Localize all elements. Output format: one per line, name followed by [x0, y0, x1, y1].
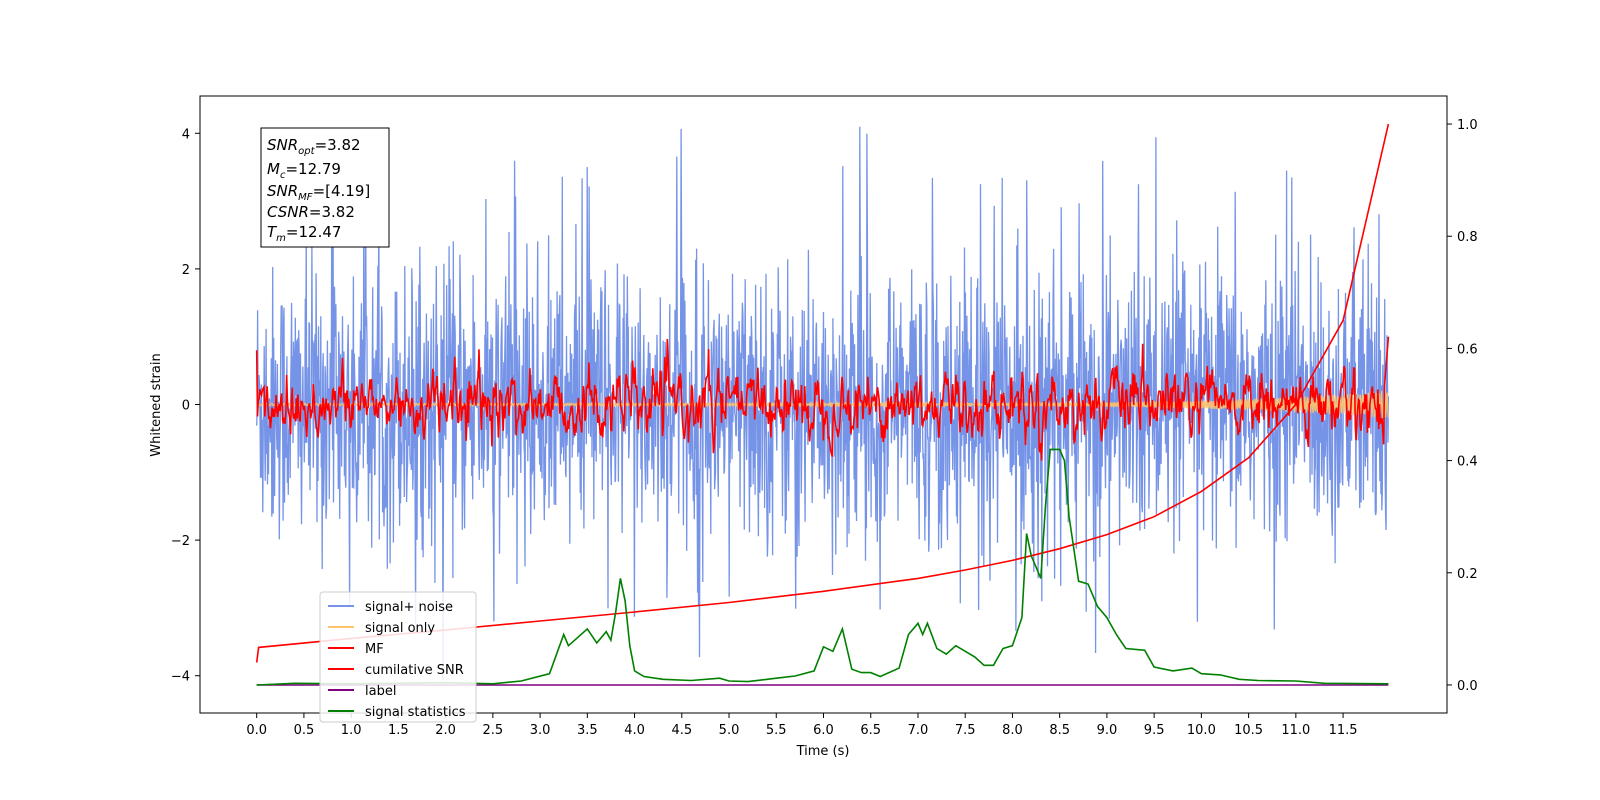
x-tick-label: 4.5	[671, 723, 692, 738]
stats-snr-opt: =3.82	[315, 136, 361, 154]
series-mf	[255, 336, 1390, 461]
x-tick-label: 10.5	[1234, 723, 1263, 738]
x-tick-label: 0.0	[246, 723, 267, 738]
y2-tick-label: 0.6	[1457, 342, 1478, 357]
x-tick-label: 6.0	[813, 723, 834, 738]
series-signal-statistics	[256, 448, 1389, 686]
legend-label: MF	[365, 642, 384, 657]
x-tick-label: 6.5	[860, 723, 881, 738]
x-tick-label: 9.0	[1097, 723, 1118, 738]
y-tick-label: 0	[182, 399, 190, 414]
svg-text:Mc=12.79: Mc=12.79	[267, 160, 341, 181]
x-tick-label: 11.0	[1281, 723, 1310, 738]
legend-label: cumilative SNR	[365, 663, 464, 678]
stats-box: SNRopt=3.82 Mc=12.79 SNRMF=[4.19] CSNR=3…	[260, 127, 390, 248]
series-signal-noise	[256, 126, 1390, 680]
x-tick-label: 5.5	[766, 723, 787, 738]
legend-label: label	[365, 684, 396, 699]
svg-text:SNRMF=[4.19]: SNRMF=[4.19]	[267, 182, 370, 203]
x-tick-label: 8.5	[1049, 723, 1070, 738]
x-tick-label: 7.5	[955, 723, 976, 738]
x-tick-label: 2.0	[435, 723, 456, 738]
svg-text:CSNR=3.82: CSNR=3.82	[267, 203, 355, 221]
legend-label: signal statistics	[365, 705, 466, 720]
x-tick-label: 2.5	[483, 723, 504, 738]
y-axis-label: Whitened strain	[149, 353, 164, 456]
x-tick-label: 3.0	[530, 723, 551, 738]
x-tick-label: 1.0	[341, 723, 362, 738]
x-tick-label: 10.0	[1187, 723, 1216, 738]
ticks-layer: 0.0 0.5 1.0 1.5 2.0 2.5 3.0 3.5 4.0 4.5 5.0 5.5 6.0 6…	[171, 118, 1478, 738]
legend-label: signal+ noise	[365, 600, 453, 615]
stats-mc: =12.79	[285, 160, 341, 178]
x-axis-label: Time (s)	[796, 744, 850, 759]
stats-csnr: =3.82	[309, 203, 355, 221]
y2-tick-label: 0.0	[1457, 679, 1478, 694]
stats-tm: =12.47	[286, 223, 342, 241]
x-tick-label: 1.5	[388, 723, 409, 738]
y2-tick-label: 0.8	[1457, 230, 1478, 245]
x-tick-label: 3.5	[577, 723, 598, 738]
y-tick-label: 2	[182, 263, 190, 278]
x-tick-label: 11.5	[1329, 723, 1358, 738]
x-tick-label: 9.5	[1144, 723, 1165, 738]
x-tick-label: 8.0	[1002, 723, 1023, 738]
y2-tick-label: 0.2	[1457, 567, 1478, 582]
y-tick-label: −4	[171, 670, 190, 685]
y2-tick-label: 1.0	[1457, 118, 1478, 133]
x-tick-label: 0.5	[294, 723, 315, 738]
svg-text:Tm=12.47: Tm=12.47	[267, 223, 341, 244]
legend-label: signal only	[365, 621, 435, 636]
y2-tick-label: 0.4	[1457, 455, 1478, 470]
x-tick-label: 7.0	[908, 723, 929, 738]
x-tick-label: 4.0	[624, 723, 645, 738]
y-tick-label: −2	[171, 534, 190, 549]
stats-snr-mf: =[4.19]	[313, 182, 371, 200]
y-tick-label: 4	[182, 127, 190, 142]
svg-text:SNRopt=3.82: SNRopt=3.82	[267, 136, 361, 157]
x-tick-label: 5.0	[719, 723, 740, 738]
legend: signal+ noise signal only MF cumilative SNR…	[319, 591, 477, 723]
